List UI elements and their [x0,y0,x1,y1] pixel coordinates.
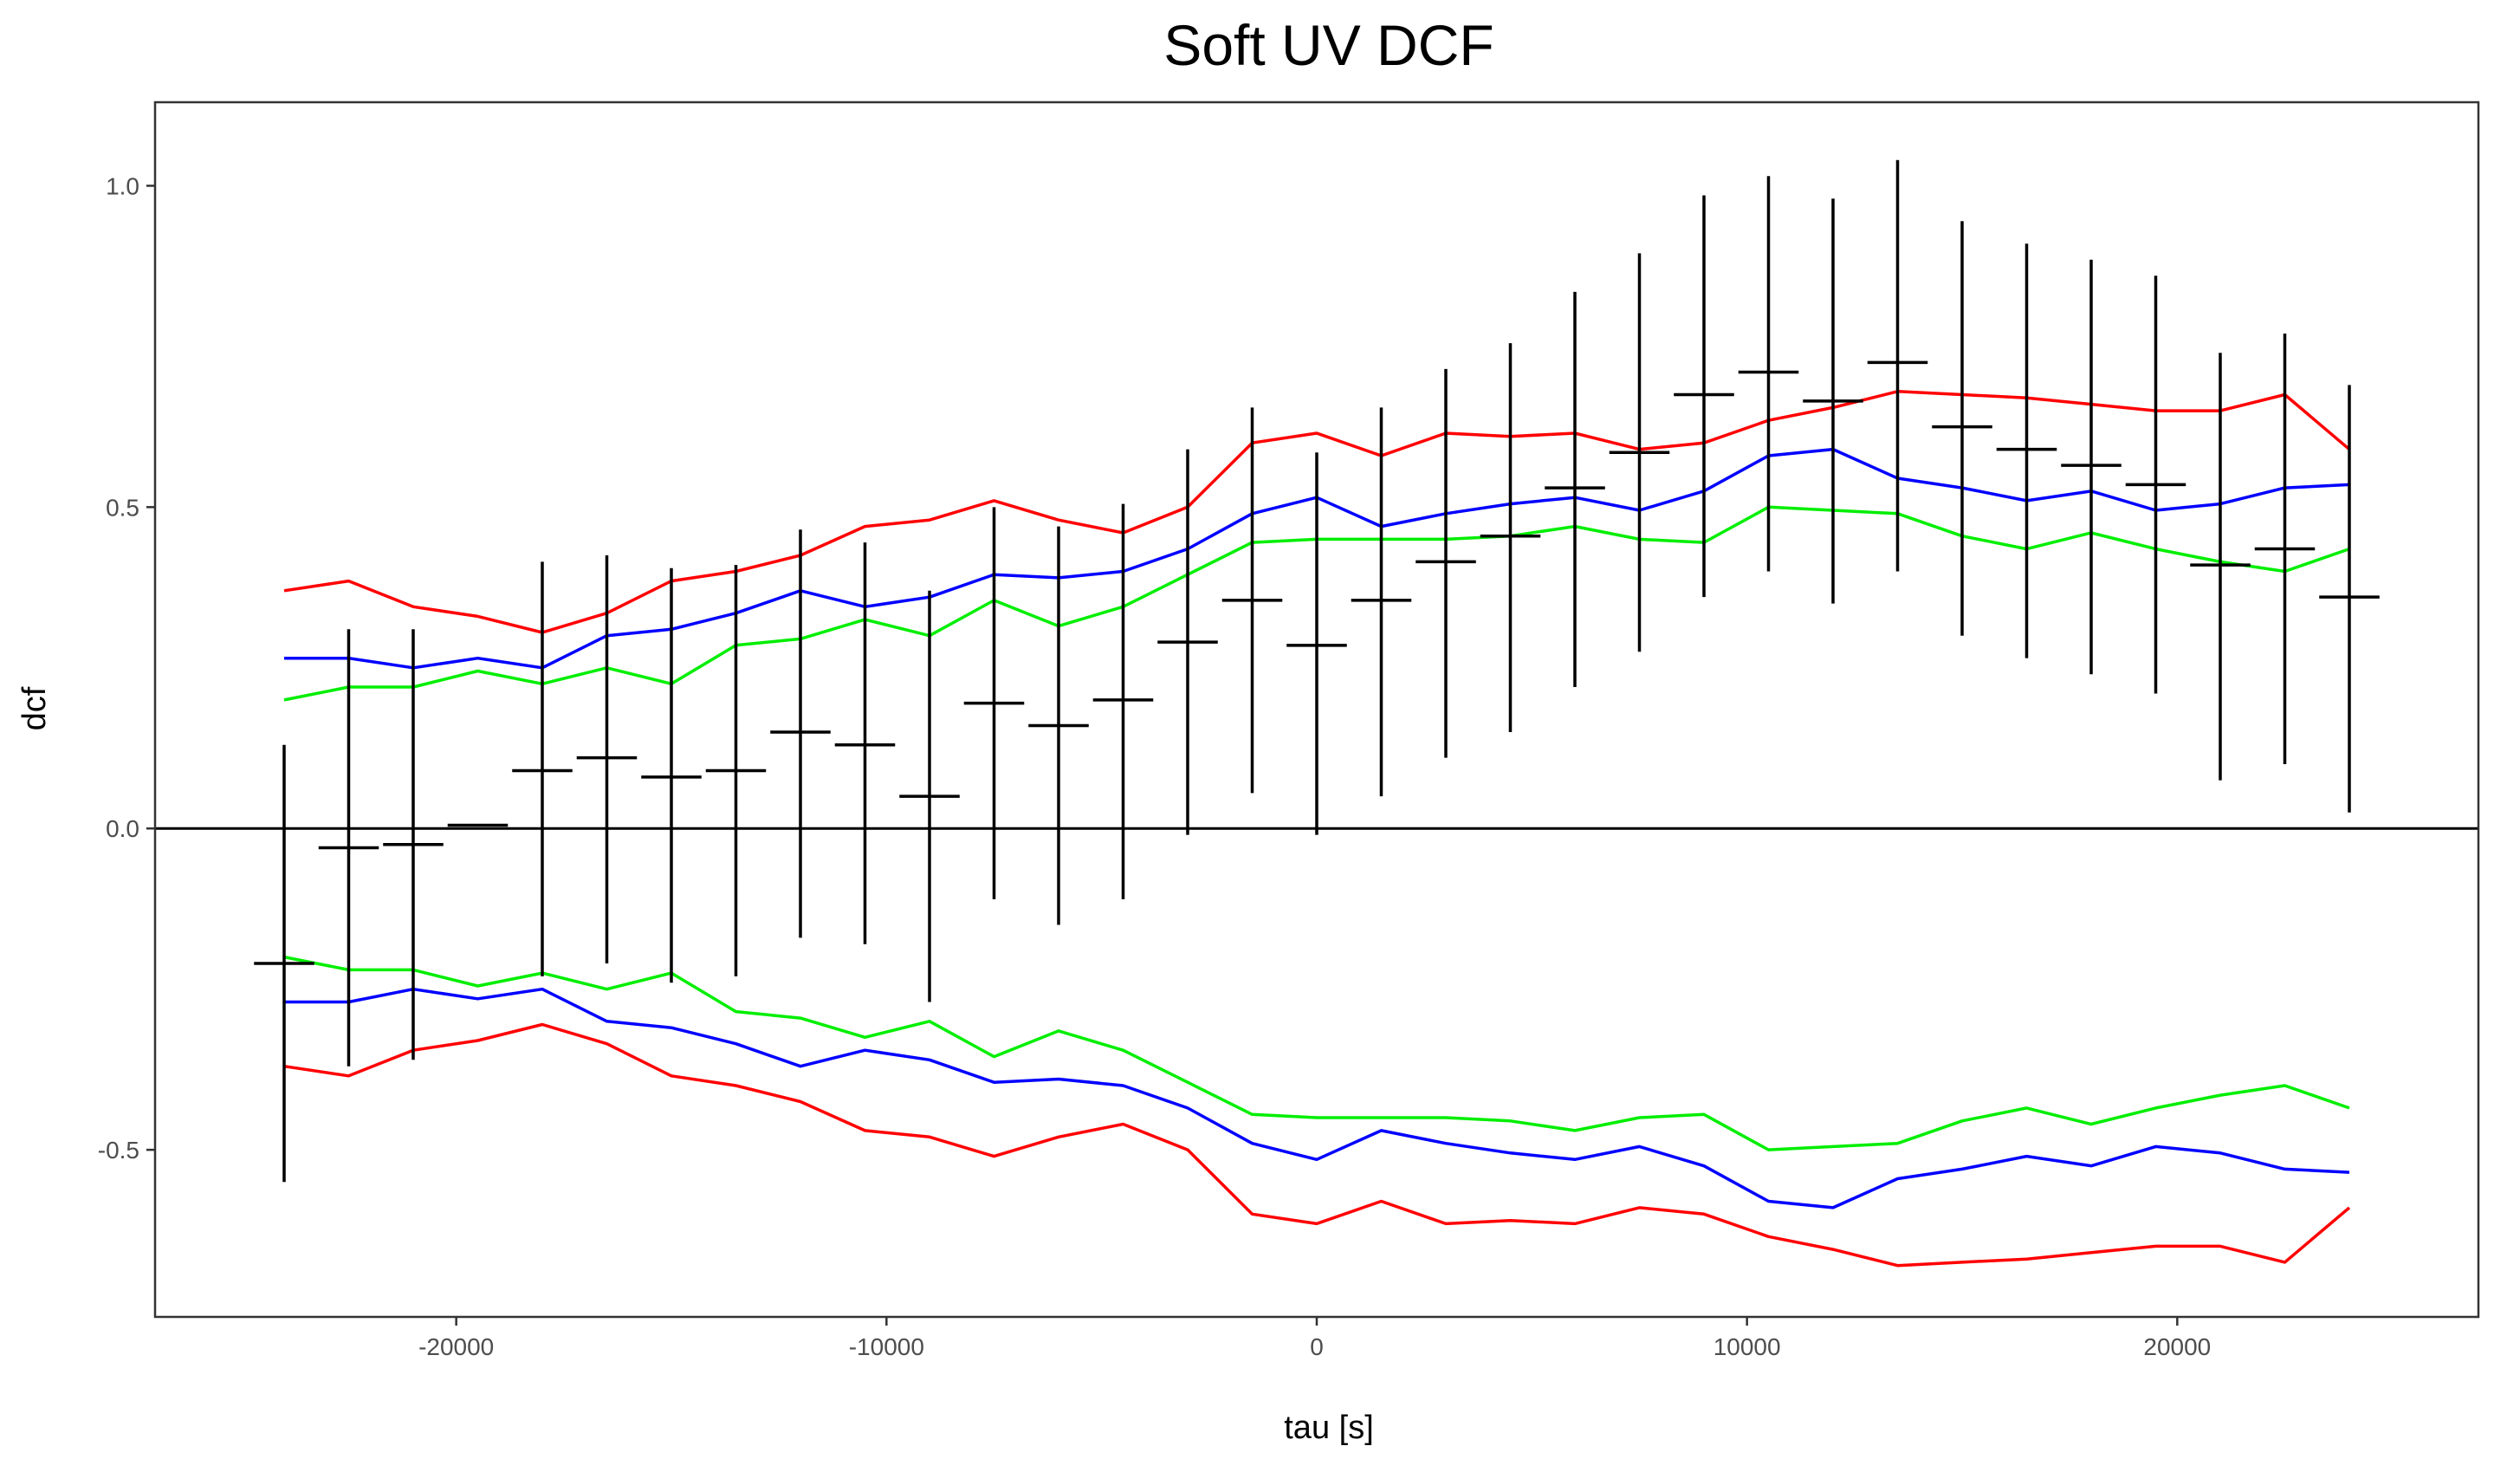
y-tick-label: -0.5 [98,1137,139,1164]
x-axis-title: tau [s] [1284,1410,1374,1446]
y-axis-title: dcf [16,686,53,730]
series-line [283,390,2351,634]
series-line [283,955,2350,1151]
y-tick-label: 0.5 [106,494,139,521]
x-tick-label: -20000 [418,1333,494,1360]
x-tick-label: 10000 [1713,1333,1781,1360]
x-tick-label: -10000 [849,1333,924,1360]
y-tick-label: 0.0 [106,815,139,842]
y-tick-label: 1.0 [106,172,139,199]
series-line [283,1022,2351,1268]
series-line [284,987,2350,1209]
x-tick-label: 20000 [2143,1333,2211,1360]
x-tick-label: 0 [1310,1333,1324,1360]
chart-title: Soft UV DCF [1163,13,1493,77]
chart-marks: -20000 -10000 0 10000 20000 -0.5 0.0 0.5 1.0 [98,159,2478,1360]
plot-panel-border [153,101,2480,1319]
